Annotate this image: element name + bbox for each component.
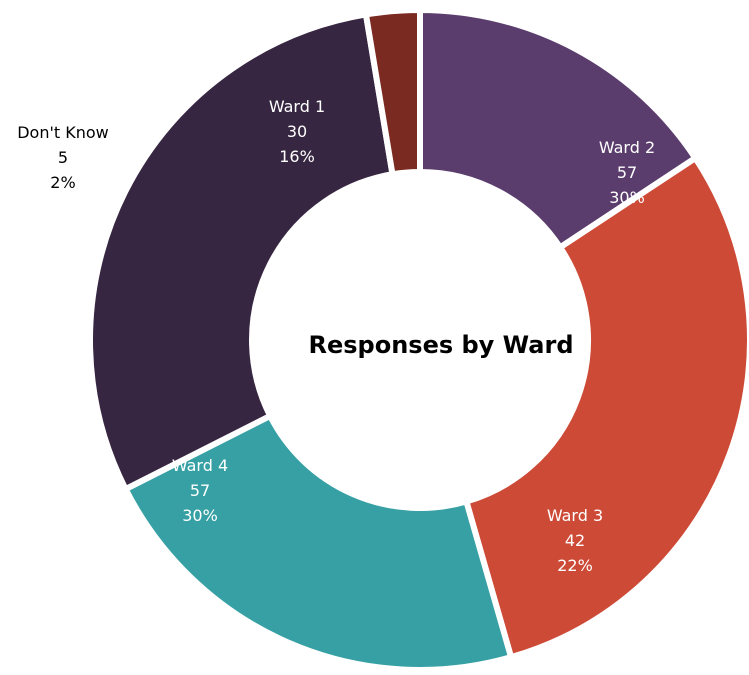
data-label-percent: 2%	[50, 173, 75, 192]
data-label-value: 5	[58, 148, 68, 167]
data-label-ward-4: Ward 4 57 30%	[172, 456, 228, 525]
data-label-label: Ward 1	[269, 97, 325, 116]
data-label-ward-2: Ward 2 57 30%	[599, 138, 655, 207]
data-label-value: 57	[190, 481, 210, 500]
donut-slices	[87, 6, 749, 673]
slice-ward-4	[87, 11, 396, 494]
data-label-percent: 16%	[279, 147, 315, 166]
data-label-value: 30	[287, 122, 307, 141]
slice-don-t-know	[362, 6, 423, 178]
data-labels: Ward 1 30 16% Ward 2 57 30% Ward 3 42 22% Ward 4 5…	[17, 97, 655, 575]
slice-ward-3	[121, 411, 515, 673]
data-label-label: Ward 4	[172, 456, 228, 475]
data-label-percent: 22%	[557, 556, 593, 575]
chart-title: Responses by Ward	[308, 331, 573, 359]
data-label-label: Don't Know	[17, 123, 109, 142]
data-label-percent: 30%	[609, 188, 645, 207]
slice-ward-1	[417, 6, 700, 252]
data-label-don-t-know: Don't Know 5 2%	[17, 123, 109, 192]
data-label-label: Ward 3	[547, 506, 603, 525]
slice-ward-2	[462, 153, 749, 661]
data-label-value: 42	[565, 531, 585, 550]
data-label-ward-3: Ward 3 42 22%	[547, 506, 603, 575]
data-label-label: Ward 2	[599, 138, 655, 157]
data-label-ward-1: Ward 1 30 16%	[269, 97, 325, 166]
data-label-percent: 30%	[182, 506, 218, 525]
data-label-value: 57	[617, 163, 637, 182]
